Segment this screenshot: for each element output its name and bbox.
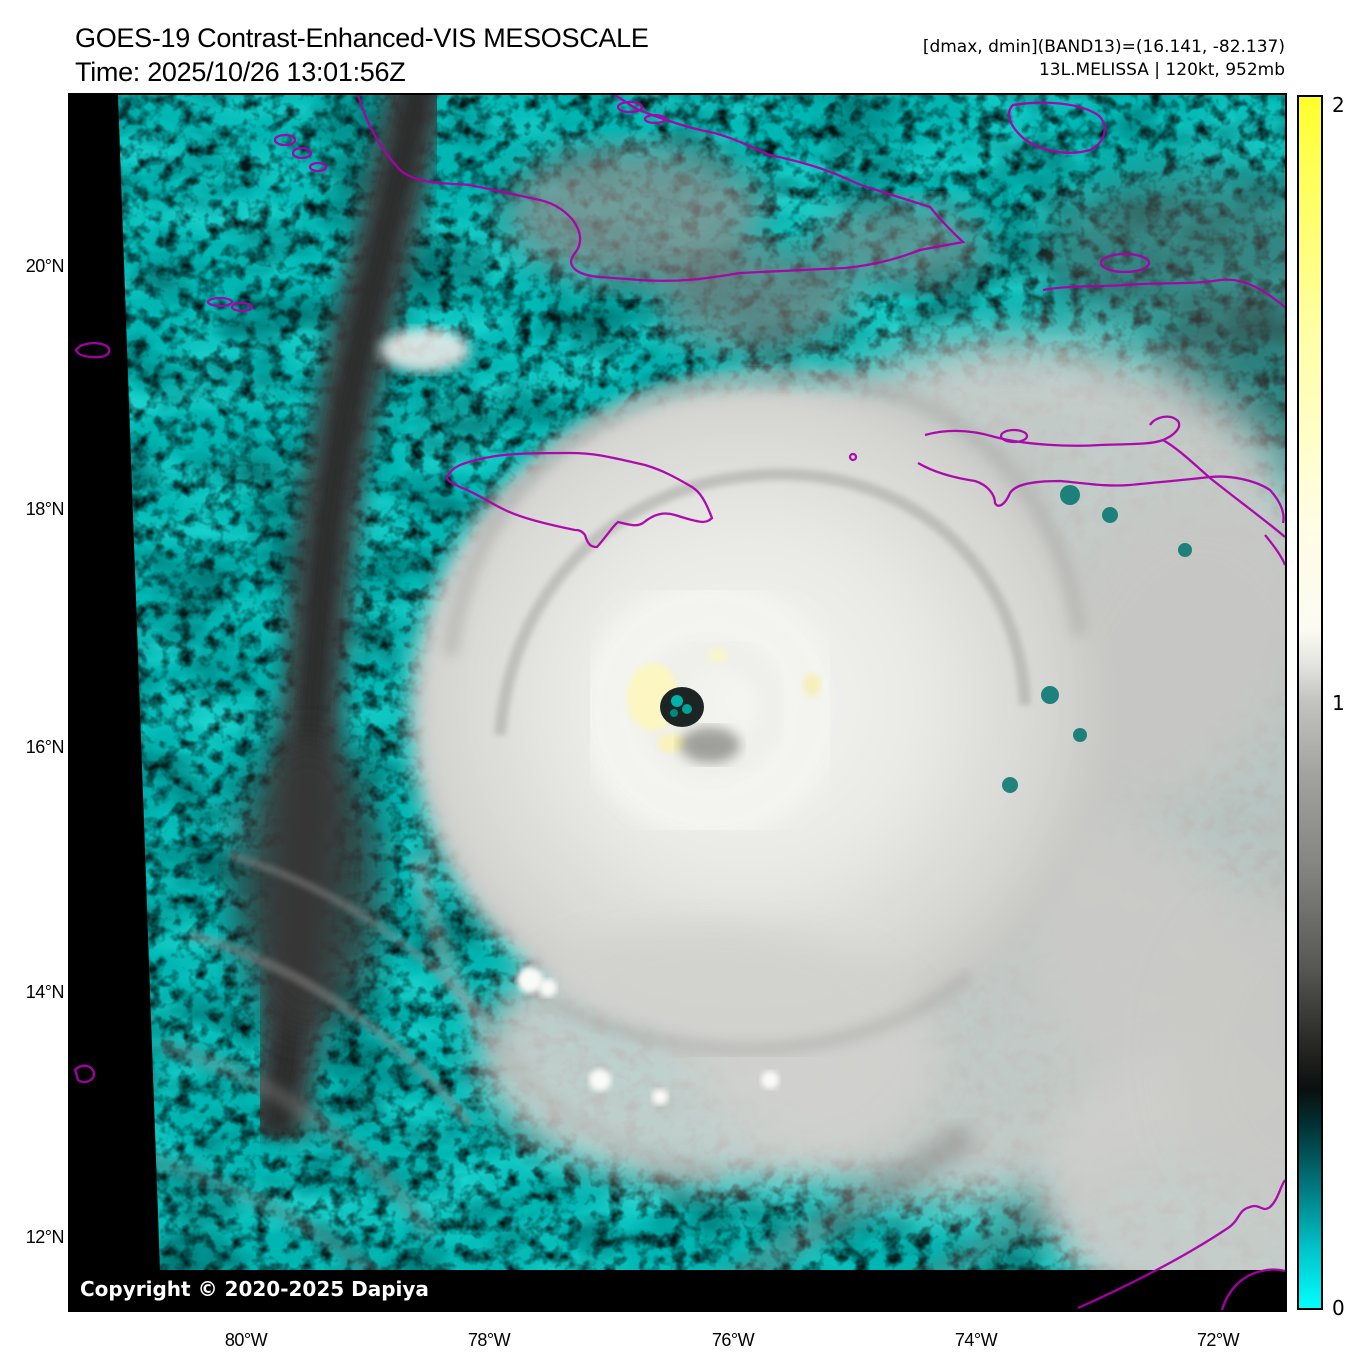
coastline-haiti-north — [1042, 278, 1285, 308]
data-sector — [118, 95, 1285, 1270]
lon-tick-label: 78°W — [467, 1330, 511, 1350]
lat-tick-label: 18°N — [25, 499, 65, 520]
bright-convective-cells — [517, 967, 779, 1105]
coastline-south-america — [1077, 1179, 1285, 1310]
longitude-axis: 80°W 78°W 76°W 74°W 72°W — [70, 1330, 1285, 1358]
lat-tick-label: 16°N — [25, 737, 65, 758]
southeast-cloud-mass — [1040, 1045, 1285, 1270]
colorbar-mid-label: 1 — [1332, 691, 1345, 715]
band-range-readout: [dmax, dmin](BAND13)=(16.141, -82.137) — [922, 37, 1285, 57]
teal-cloud-breaks — [1002, 485, 1192, 793]
hurricane-cloud-shield — [410, 335, 1285, 1205]
latitude-axis: 20°N 18°N 16°N 14°N 12°N — [0, 95, 65, 1310]
lat-tick-label: 12°N — [25, 1227, 65, 1248]
timestamp: Time: 2025/10/26 13:01:56Z — [75, 57, 406, 87]
coastline-cayman — [74, 342, 111, 359]
lon-tick-label: 74°W — [954, 1330, 998, 1350]
copyright: Copyright © 2020-2025 Dapiya — [80, 1277, 429, 1301]
lat-tick-label: 14°N — [25, 982, 65, 1003]
lon-tick-label: 76°W — [711, 1330, 755, 1350]
coastline-cuba — [356, 95, 966, 283]
coastline-hispaniola — [924, 415, 1181, 447]
coastline-bahamas — [1007, 101, 1106, 154]
outflow-streaks — [128, 851, 1155, 1270]
colorbar-max-label: 2 — [1332, 93, 1345, 117]
coastline-overlay — [73, 95, 1285, 1310]
hurricane-eye — [660, 687, 740, 763]
colorbar-min-label: 0 — [1332, 1296, 1345, 1320]
colorbar — [1297, 95, 1323, 1310]
satellite-map: Copyright © 2020-2025 Dapiya — [68, 93, 1287, 1312]
lon-tick-label: 72°W — [1196, 1330, 1240, 1350]
image-metadata: [dmax, dmin](BAND13)=(16.141, -82.137) 1… — [923, 36, 1285, 82]
storm-status-readout: 13L.MELISSA | 120kt, 952mb — [1038, 60, 1285, 80]
lon-tick-label: 80°W — [224, 1330, 268, 1350]
coastline-jamaica — [445, 451, 714, 549]
lat-tick-label: 20°N — [25, 256, 65, 277]
page-title: GOES-19 Contrast-Enhanced-VIS MESOSCALE — [75, 23, 649, 53]
satellite-imagery — [70, 95, 1285, 1310]
